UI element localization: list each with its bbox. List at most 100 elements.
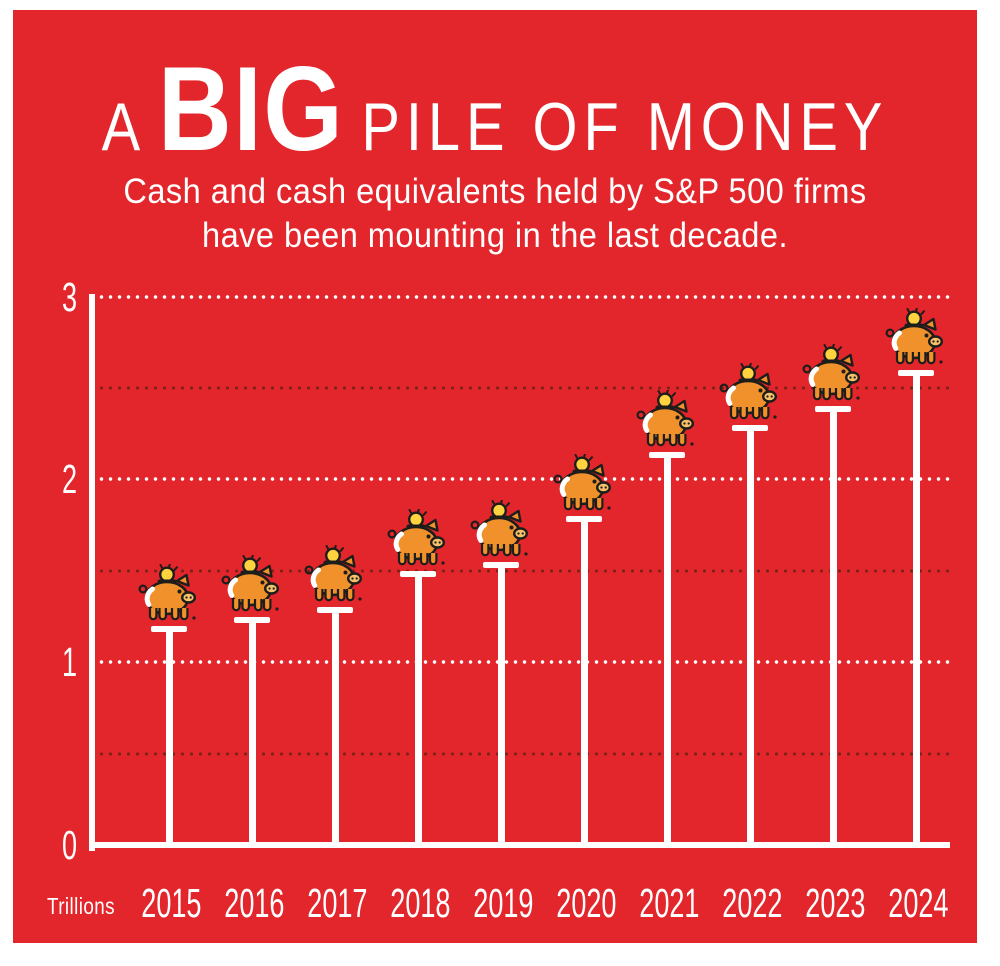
coin bbox=[491, 502, 508, 519]
pig-snout bbox=[596, 481, 612, 494]
pig-tail bbox=[138, 584, 148, 594]
gridline-major bbox=[95, 660, 950, 665]
lollipop-stem bbox=[331, 607, 339, 848]
pig-ear bbox=[673, 399, 688, 413]
pig-leg bbox=[480, 543, 490, 556]
pig-leg bbox=[419, 552, 429, 566]
pig-eye bbox=[592, 479, 597, 484]
y-tick-label: 3 bbox=[61, 273, 77, 320]
pig-eye bbox=[841, 369, 846, 374]
pig-nostril bbox=[600, 486, 603, 489]
piggy-bank-icon bbox=[802, 344, 861, 401]
pig-snout bbox=[513, 526, 529, 540]
pig-snout bbox=[762, 389, 778, 403]
coin bbox=[325, 547, 342, 564]
pig-leg bbox=[170, 607, 180, 620]
pig-snout bbox=[181, 590, 197, 604]
title-emphasis: BIG bbox=[157, 42, 345, 176]
y-tick-label: 0 bbox=[61, 822, 77, 868]
pig-eye bbox=[260, 580, 265, 584]
title-suffix: PILE OF MONEY bbox=[361, 89, 889, 165]
pig-nostril bbox=[683, 422, 686, 425]
lollipop-crossbar bbox=[151, 625, 187, 632]
coin bbox=[159, 566, 176, 583]
piggy-bank-icon bbox=[138, 563, 197, 620]
pig-highlight bbox=[808, 366, 819, 388]
pig-highlight bbox=[227, 577, 238, 598]
pig-leg bbox=[646, 433, 656, 447]
coin bbox=[740, 365, 757, 382]
pig-leg bbox=[656, 433, 665, 447]
pig-leg bbox=[812, 388, 822, 401]
lollipop-stem bbox=[580, 515, 588, 848]
pig-ground-dot bbox=[690, 442, 694, 446]
pig-tail bbox=[885, 328, 895, 338]
pig-tail bbox=[719, 383, 729, 393]
pig-leg bbox=[594, 497, 604, 511]
pig-leg bbox=[822, 388, 831, 401]
pig-nostril bbox=[766, 394, 769, 398]
lollipop-stem bbox=[829, 406, 837, 848]
pig-ground-dot bbox=[939, 360, 943, 364]
pig-leg bbox=[179, 607, 189, 620]
pig-highlight bbox=[725, 385, 736, 406]
pig-snout bbox=[845, 371, 861, 384]
pig-leg bbox=[314, 589, 324, 602]
piggy-bank-icon bbox=[719, 362, 778, 419]
pig-ground-dot bbox=[524, 552, 528, 556]
pig-snout bbox=[347, 572, 363, 586]
coin bbox=[408, 511, 425, 528]
pig-tail bbox=[221, 575, 231, 585]
pig-eye bbox=[924, 333, 929, 338]
pig-leg bbox=[397, 552, 407, 566]
piggy-bank-icon bbox=[221, 554, 280, 611]
pig-nostril bbox=[185, 595, 188, 599]
pig-ear bbox=[756, 372, 771, 386]
lollipop-crossbar bbox=[649, 451, 685, 458]
pig-tail bbox=[802, 364, 812, 374]
pig-leg bbox=[428, 552, 438, 566]
pig-leg bbox=[490, 543, 499, 556]
pig-nostril bbox=[438, 541, 441, 544]
x-tick-label: 2024 bbox=[888, 880, 949, 926]
lollipop-crossbar bbox=[483, 561, 519, 568]
pig-leg bbox=[834, 388, 844, 401]
y-tick-label: 2 bbox=[61, 456, 77, 503]
pig-leg bbox=[751, 406, 761, 419]
lollipop-stem bbox=[663, 451, 671, 848]
x-tick-label: 2019 bbox=[473, 880, 534, 926]
pig-leg bbox=[573, 497, 582, 511]
lollipop-stem bbox=[165, 625, 173, 848]
piggy-bank-icon bbox=[553, 453, 612, 511]
pig-snout bbox=[928, 335, 944, 348]
cash-lollipop-chart: 0 1 2 3 bbox=[13, 10, 977, 943]
pig-leg bbox=[262, 598, 272, 611]
pig-leg bbox=[511, 543, 521, 556]
pig-leg bbox=[231, 598, 241, 611]
lollipop-stem bbox=[746, 424, 754, 848]
pig-leg bbox=[843, 388, 853, 401]
pig-ear bbox=[507, 509, 522, 523]
piggy-bank-icon bbox=[885, 307, 944, 364]
pig-nostril bbox=[355, 577, 358, 581]
red-canvas: A BIG PILE OF MONEY Cash and cash equiva… bbox=[13, 10, 977, 943]
pig-leg bbox=[739, 406, 748, 419]
pig-nostril bbox=[853, 376, 856, 379]
pig-eye bbox=[758, 388, 763, 393]
pig-ground-dot bbox=[358, 597, 362, 601]
coin bbox=[823, 346, 840, 363]
pig-leg bbox=[677, 433, 687, 447]
pig-ear bbox=[424, 518, 439, 532]
piggy-bank-icon bbox=[470, 499, 529, 556]
coin bbox=[906, 310, 923, 327]
coin bbox=[242, 556, 259, 574]
pig-nostril bbox=[272, 586, 275, 590]
pig-leg bbox=[668, 433, 678, 447]
x-tick-label: 2020 bbox=[556, 880, 617, 926]
pig-tail bbox=[304, 565, 314, 575]
pig-snout bbox=[264, 581, 280, 595]
lollipop-crossbar bbox=[234, 616, 270, 623]
gridline-minor bbox=[95, 751, 950, 756]
gridline-minor bbox=[95, 568, 950, 573]
